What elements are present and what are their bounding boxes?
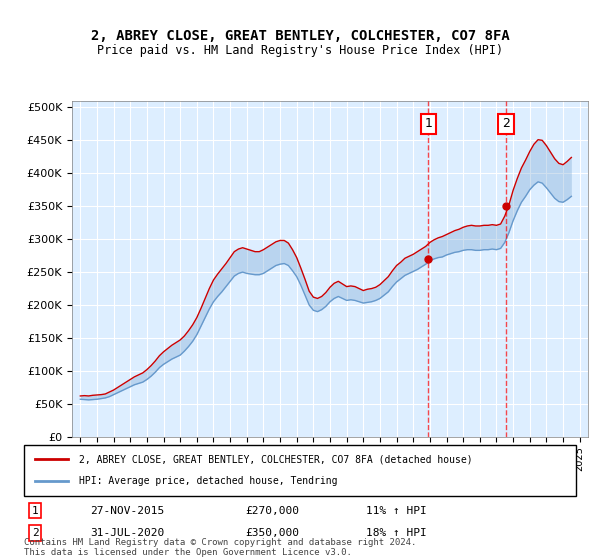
Text: £270,000: £270,000	[245, 506, 299, 516]
Text: 1: 1	[424, 118, 432, 130]
Text: 2: 2	[502, 118, 510, 130]
Text: £350,000: £350,000	[245, 528, 299, 538]
Text: 2, ABREY CLOSE, GREAT BENTLEY, COLCHESTER, CO7 8FA (detached house): 2, ABREY CLOSE, GREAT BENTLEY, COLCHESTE…	[79, 454, 473, 464]
Text: HPI: Average price, detached house, Tendring: HPI: Average price, detached house, Tend…	[79, 477, 338, 487]
Text: 27-NOV-2015: 27-NOV-2015	[90, 506, 164, 516]
Text: 11% ↑ HPI: 11% ↑ HPI	[366, 506, 427, 516]
Text: Price paid vs. HM Land Registry's House Price Index (HPI): Price paid vs. HM Land Registry's House …	[97, 44, 503, 57]
Text: 2: 2	[32, 528, 38, 538]
Text: 18% ↑ HPI: 18% ↑ HPI	[366, 528, 427, 538]
Text: 1: 1	[32, 506, 38, 516]
Text: 2, ABREY CLOSE, GREAT BENTLEY, COLCHESTER, CO7 8FA: 2, ABREY CLOSE, GREAT BENTLEY, COLCHESTE…	[91, 29, 509, 44]
Text: Contains HM Land Registry data © Crown copyright and database right 2024.
This d: Contains HM Land Registry data © Crown c…	[24, 538, 416, 557]
Text: 31-JUL-2020: 31-JUL-2020	[90, 528, 164, 538]
FancyBboxPatch shape	[24, 445, 576, 496]
